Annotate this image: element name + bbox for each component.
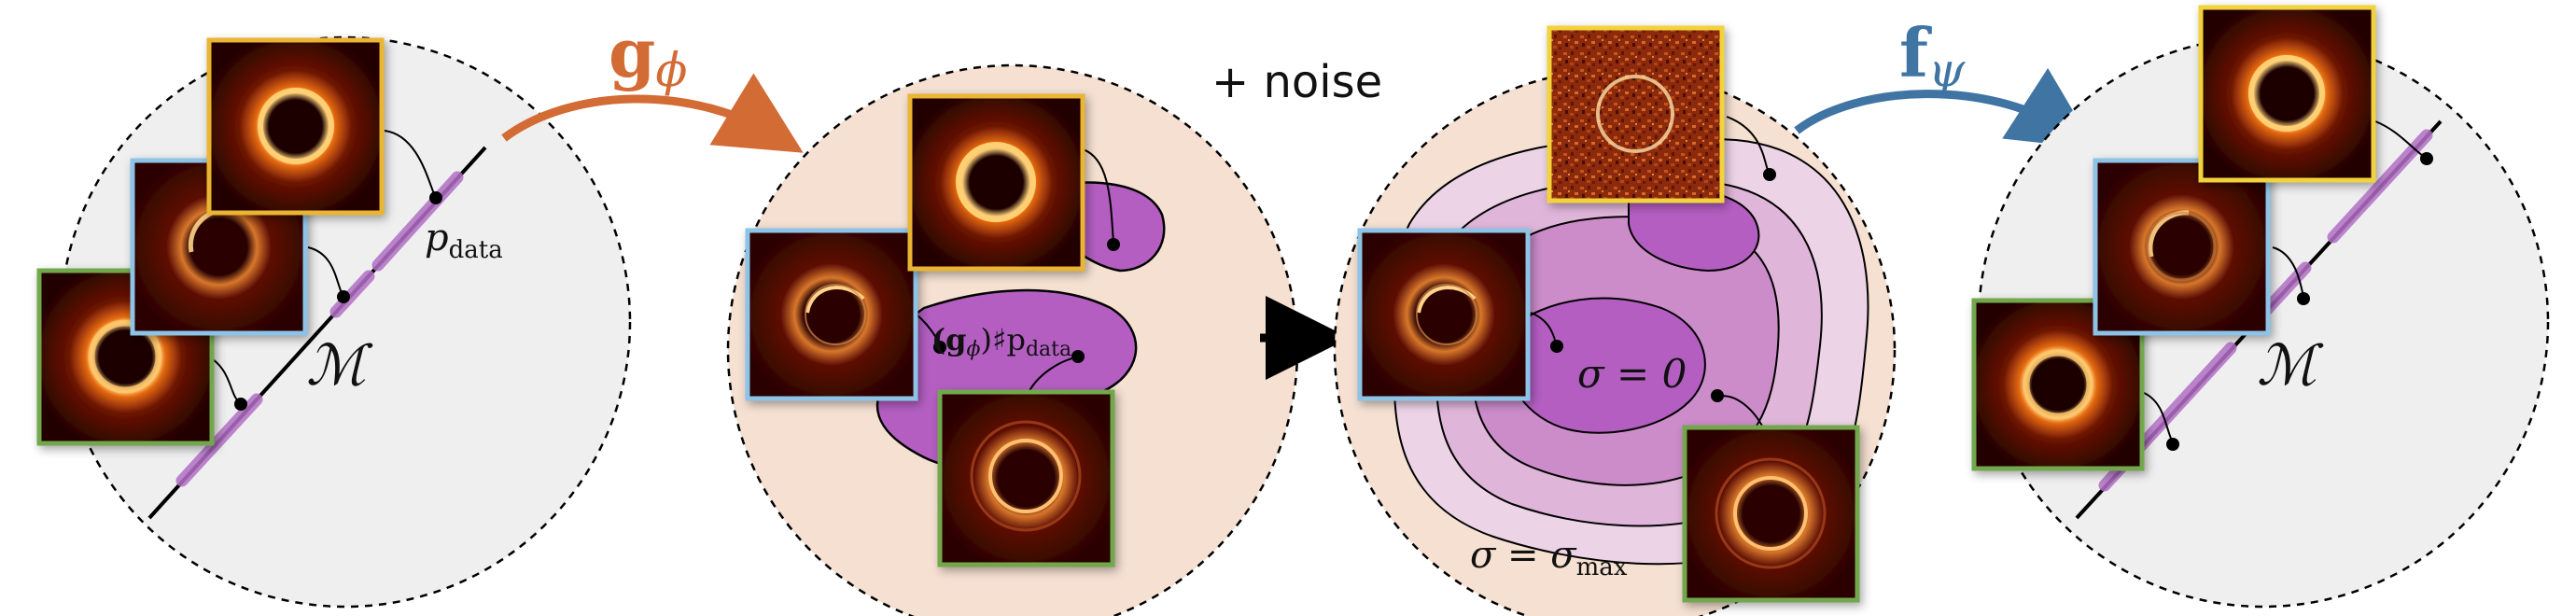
panel-noise-levels: σ = 0 σ = σmax: [1333, 25, 1897, 616]
black-hole-image: [2093, 158, 2271, 336]
pushforward-point: [1107, 238, 1120, 251]
black-hole-image: [937, 389, 1115, 567]
pushforward-point: [933, 341, 946, 354]
manifold-point: [2297, 292, 2310, 305]
f-psi-label: fψ: [1899, 13, 1966, 97]
black-hole-image: [1357, 228, 1531, 401]
black-hole-image: [1682, 425, 1860, 603]
black-hole-image: [745, 228, 918, 401]
manifold-density-band: [329, 270, 375, 318]
manifold-density-band: [2327, 129, 2433, 244]
panel-data-manifold: pdata ℳ: [36, 35, 632, 609]
arrow-icon: [1794, 67, 2096, 149]
noisy-black-hole-image: [1547, 25, 1725, 203]
noised-point: [1763, 168, 1776, 181]
manifold-density-band: [371, 171, 464, 272]
manifold-density-band: [175, 393, 263, 487]
noised-point: [1550, 340, 1563, 353]
black-hole-image: [206, 37, 385, 216]
connector: [1082, 148, 1114, 244]
manifold-point: [429, 191, 442, 204]
manifold-point: [2166, 438, 2179, 451]
sigma-zero-label: σ = 0: [1577, 351, 1687, 397]
manifold-label-left: ℳ: [306, 333, 373, 399]
manifold-point: [337, 290, 350, 303]
f-psi-arrow: fψ: [1794, 13, 2096, 149]
noise-step: + noise: [1211, 56, 1382, 380]
pushforward-density-blob: [1505, 297, 1706, 434]
black-hole-image: [907, 93, 1085, 272]
manifold-point: [234, 398, 247, 411]
arrow-icon: [501, 73, 804, 153]
noised-point: [1711, 389, 1724, 402]
pushforward-label: (gϕ)♯pdata: [931, 322, 1071, 361]
sigma-max-label: σ = σmax: [1470, 534, 1628, 581]
noise-label: + noise: [1211, 56, 1382, 108]
manifold-label-right: ℳ: [2257, 333, 2324, 399]
p-data-label: pdata: [425, 217, 503, 264]
panel-pushforward: (gϕ)♯pdata: [726, 63, 1299, 616]
black-hole-image: [2198, 5, 2376, 183]
g-phi-arrow: gϕ: [501, 13, 804, 153]
pushforward-point: [1071, 350, 1085, 363]
manifold-point: [2420, 152, 2433, 165]
g-phi-label: gϕ: [609, 13, 687, 97]
panel-reconstructed-manifold: ℳ: [1971, 5, 2550, 609]
